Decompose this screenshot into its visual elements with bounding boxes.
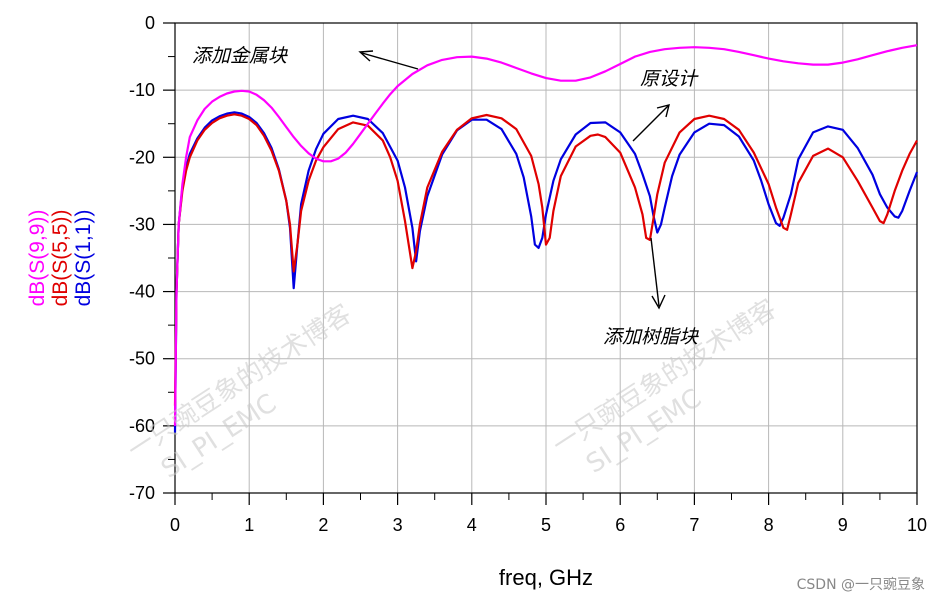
- x-tick-label: 8: [764, 515, 774, 535]
- y-tick-labels: 0 -10 -20 -30 -40 -50 -60 -70: [129, 13, 155, 503]
- x-tick-label: 5: [541, 515, 551, 535]
- y-tick-label: -20: [129, 147, 155, 167]
- watermark-right: 一只豌豆象的技术博客 SI_PI_EMC: [547, 294, 781, 479]
- x-tick-labels: 0 1 2 3 4 5 6 7 8 9 10: [170, 515, 927, 535]
- annotation-metal-block: 添加金属块: [192, 45, 288, 67]
- annotation-resin-arrowhead: [651, 294, 666, 310]
- annotation-metal-arrowhead: [358, 50, 374, 62]
- y-axis-legend: dB(S(9,9)) dB(S(5,5)) dB(S(1,1)): [26, 210, 95, 307]
- annotation-resin-arrow: [650, 237, 660, 307]
- x-tick-label: 9: [838, 515, 848, 535]
- x-tick-label: 7: [689, 515, 699, 535]
- x-tick-label: 2: [318, 515, 328, 535]
- series-line-s99: [173, 44, 918, 426]
- y-series-label-s11: dB(S(1,1)): [72, 210, 95, 307]
- y-tick-label: -40: [129, 282, 155, 302]
- axis-ticks: [163, 22, 918, 505]
- y-series-label-s55: dB(S(5,5)): [49, 210, 72, 307]
- annotation-resin-block: 添加树脂块: [603, 326, 699, 348]
- csdn-credit: CSDN @一只豌豆象: [797, 577, 925, 593]
- x-tick-label: 0: [170, 515, 180, 535]
- x-tick-label: 1: [244, 515, 254, 535]
- annotation-original-arrowhead: [656, 104, 670, 118]
- annotation-original-arrow: [632, 105, 669, 142]
- annotation-metal-arrow: [361, 52, 419, 70]
- x-tick-label: 4: [467, 515, 477, 535]
- grid: [174, 22, 918, 494]
- y-tick-label: -60: [129, 416, 155, 436]
- y-tick-label: -10: [129, 80, 155, 100]
- series-line-s11: [173, 111, 919, 433]
- y-tick-label: -50: [129, 349, 155, 369]
- y-series-label-s99: dB(S(9,9)): [26, 210, 49, 307]
- x-tick-label: 6: [615, 515, 625, 535]
- annotation-original-design: 原设计: [640, 68, 699, 90]
- series-line-s55: [173, 113, 918, 406]
- x-tick-label: 3: [393, 515, 403, 535]
- y-tick-label: -70: [129, 483, 155, 503]
- series-lines: [173, 44, 919, 433]
- y-tick-label: -30: [129, 214, 155, 234]
- y-tick-label: 0: [145, 13, 155, 33]
- x-tick-label: 10: [907, 515, 927, 535]
- x-axis-title: freq, GHz: [499, 565, 593, 590]
